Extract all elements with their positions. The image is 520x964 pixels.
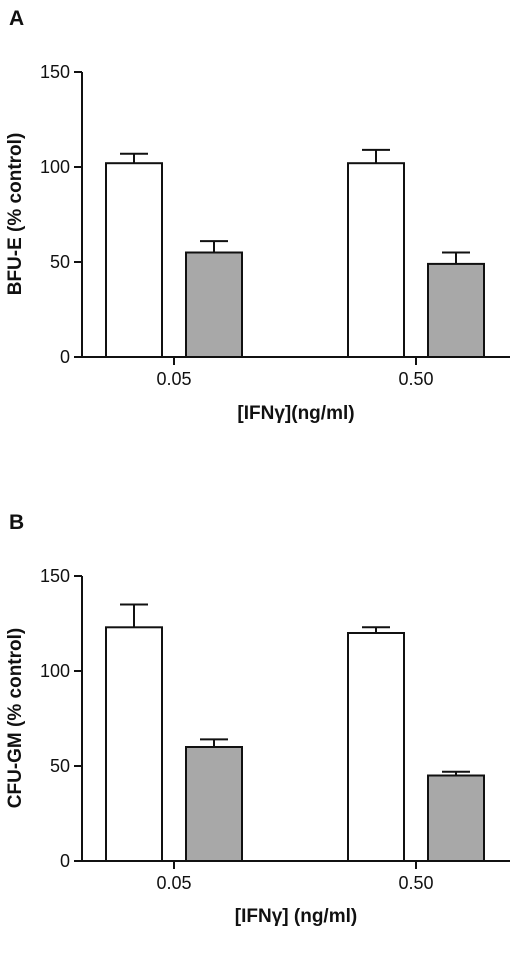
panel-letter: A	[9, 7, 24, 30]
y-tick-label: 50	[50, 756, 70, 776]
y-tick-labels: 0 50 100 150	[40, 62, 70, 367]
panel-b: B 0 50 100 150 0.05 0.50 [IFNγ] (ng/ml) CFU-…	[0, 504, 520, 964]
panel-letter: B	[9, 511, 24, 534]
x-tick-label: 0.50	[398, 873, 433, 893]
y-tick-label: 100	[40, 157, 70, 177]
y-axis-title: CFU-GM (% control)	[5, 628, 26, 808]
chart-b: B 0 50 100 150 0.05 0.50 [IFNγ] (ng/ml) CFU-…	[5, 511, 510, 927]
bar	[185, 746, 243, 862]
bar	[347, 632, 405, 862]
x-tick-label: 0.50	[398, 369, 433, 389]
y-axis-title: BFU-E (% control)	[5, 133, 26, 296]
x-axis-title: [IFNγ] (ng/ml)	[235, 906, 357, 927]
chart-a: A 0 50 100 150 0.05 0.50 [IFNγ](ng/ml) BFU-E…	[5, 7, 510, 424]
y-tick-label: 100	[40, 661, 70, 681]
bar	[347, 162, 405, 358]
x-tick-label: 0.05	[156, 369, 191, 389]
bars	[105, 603, 485, 862]
bars	[105, 148, 485, 358]
y-tick-label: 150	[40, 566, 70, 586]
y-tick-label: 0	[60, 347, 70, 367]
bar	[105, 162, 163, 358]
bar	[185, 251, 243, 358]
bar	[427, 774, 485, 862]
x-tick-labels: 0.05 0.50	[156, 369, 433, 389]
x-tick-label: 0.05	[156, 873, 191, 893]
x-tick-labels: 0.05 0.50	[156, 873, 433, 893]
bar	[105, 626, 163, 862]
x-axis-title: [IFNγ](ng/ml)	[237, 403, 354, 424]
y-tick-label: 50	[50, 252, 70, 272]
y-tick-label: 0	[60, 851, 70, 871]
panel-a: A 0 50 100 150 0.05 0.50 [IFNγ](ng/ml) BFU-E…	[0, 0, 520, 460]
bar	[427, 262, 485, 358]
y-tick-labels: 0 50 100 150	[40, 566, 70, 871]
y-tick-label: 150	[40, 62, 70, 82]
